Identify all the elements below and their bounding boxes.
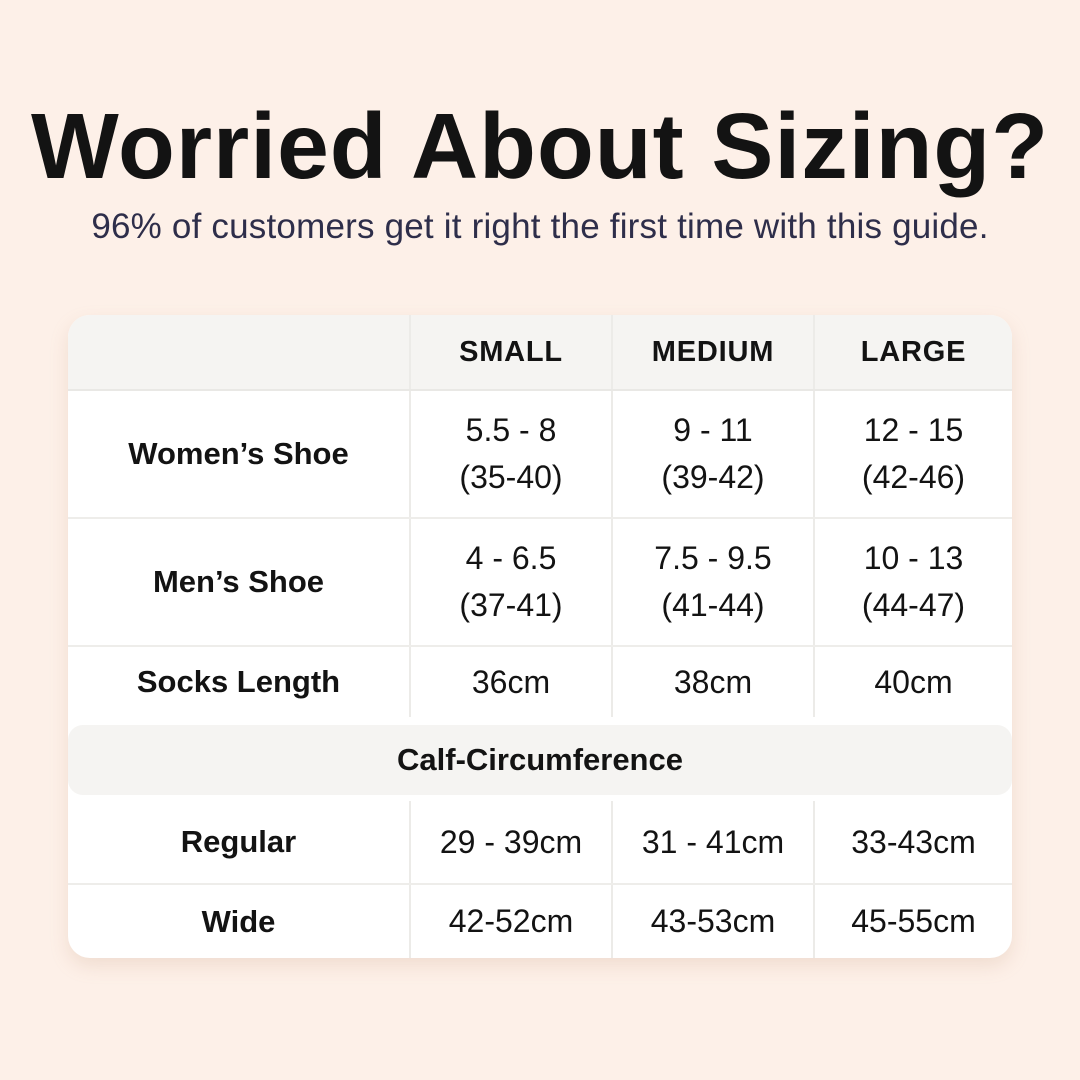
size-cell: 10 - 13 (44-47) [815, 519, 1012, 645]
row-label: Women’s Shoe [68, 391, 411, 517]
size-value: 31 - 41cm [641, 823, 785, 860]
size-cell: 43-53cm [613, 885, 815, 958]
size-value: 9 - 11 [673, 412, 753, 448]
size-cell: 9 - 11 (39-42) [613, 391, 815, 517]
size-value-eu: (37-41) [459, 587, 563, 623]
table-row-womens-shoe: Women’s Shoe 5.5 - 8 (35-40) 9 - 11 (39-… [68, 391, 1012, 519]
size-value: 38cm [673, 663, 753, 700]
size-value: 10 - 13 [863, 540, 964, 576]
table-row-socks-length: Socks Length 36cm 38cm 40cm [68, 647, 1012, 717]
size-value: 33-43cm [851, 823, 976, 860]
size-value-eu: (35-40) [459, 459, 563, 495]
table-corner-cell [68, 315, 411, 389]
size-value: 40cm [874, 663, 953, 700]
size-value-eu: (39-42) [661, 459, 765, 495]
column-header-medium: MEDIUM [613, 315, 815, 389]
table-row-regular: Regular 29 - 39cm 31 - 41cm 33-43cm [68, 801, 1012, 885]
page-title: Worried About Sizing? [30, 94, 1050, 198]
section-band-wrapper: Calf-Circumference [68, 717, 1012, 801]
size-value: 7.5 - 9.5 [654, 540, 772, 576]
column-header-small: SMALL [411, 315, 613, 389]
table-row-wide: Wide 42-52cm 43-53cm 45-55cm [68, 885, 1012, 958]
size-cell: 36cm [411, 647, 613, 717]
size-value: 29 - 39cm [439, 823, 583, 860]
size-value-eu: (41-44) [661, 587, 765, 623]
size-cell: 12 - 15 (42-46) [815, 391, 1012, 517]
size-cell: 33-43cm [815, 801, 1012, 883]
size-value-eu: (44-47) [861, 587, 966, 623]
size-cell: 38cm [613, 647, 815, 717]
size-cell: 5.5 - 8 (35-40) [411, 391, 613, 517]
table-row-mens-shoe: Men’s Shoe 4 - 6.5 (37-41) 7.5 - 9.5 (41… [68, 519, 1012, 647]
row-label: Socks Length [68, 647, 411, 717]
row-label: Men’s Shoe [68, 519, 411, 645]
size-value: 43-53cm [650, 903, 776, 939]
row-label: Regular [68, 801, 411, 883]
table-header-row: SMALL MEDIUM LARGE [68, 315, 1012, 391]
size-cell: 29 - 39cm [411, 801, 613, 883]
size-cell: 31 - 41cm [613, 801, 815, 883]
section-header-calf-circumference: Calf-Circumference [68, 725, 1012, 795]
size-cell: 4 - 6.5 (37-41) [411, 519, 613, 645]
size-cell: 42-52cm [411, 885, 613, 958]
row-label: Wide [68, 885, 411, 958]
page-subtitle: 96% of customers get it right the first … [91, 207, 989, 246]
size-value: 5.5 - 8 [465, 412, 557, 448]
size-value: 12 - 15 [863, 412, 964, 448]
size-cell: 7.5 - 9.5 (41-44) [613, 519, 815, 645]
size-value: 45-55cm [851, 903, 976, 939]
size-value: 42-52cm [448, 903, 574, 939]
size-value-eu: (42-46) [861, 459, 966, 495]
size-value: 4 - 6.5 [465, 540, 557, 576]
column-header-large: LARGE [860, 335, 967, 368]
size-cell: 40cm [815, 647, 1012, 717]
size-value: 36cm [471, 663, 551, 700]
size-cell: 45-55cm [815, 885, 1012, 958]
size-chart-table: SMALL MEDIUM LARGE Women’s Shoe 5.5 - 8 … [68, 315, 1012, 958]
